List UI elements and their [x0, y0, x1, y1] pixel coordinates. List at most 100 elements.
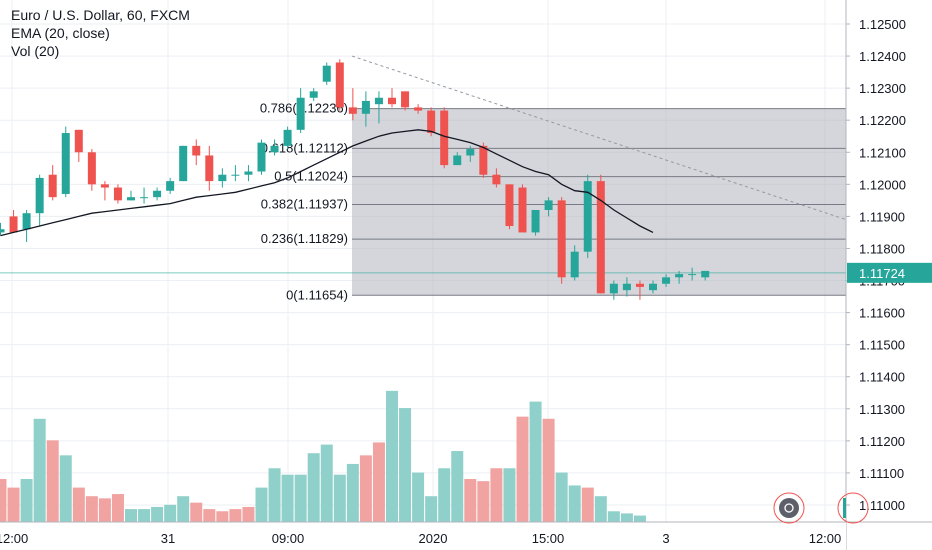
last-price-tag: [847, 262, 932, 283]
price-tick-label: 1.12500: [859, 17, 906, 32]
volume-bar: [72, 487, 85, 522]
volume-bar: [151, 506, 164, 522]
candle-body: [492, 174, 501, 185]
time-tick-label: 09:00: [272, 531, 305, 546]
fib-trend-line: [351, 55, 847, 221]
candle-body: [205, 155, 214, 182]
volume-bar: [294, 474, 307, 522]
volume-bar: [255, 487, 268, 522]
price-tick-label: 1.12000: [859, 177, 906, 192]
price-tick-label: 1.11800: [859, 241, 905, 256]
volume-bar: [372, 442, 385, 522]
volume-bar: [503, 468, 516, 522]
volume-bar: [542, 418, 555, 522]
candle-body: [244, 171, 253, 175]
candle-body: [596, 181, 605, 294]
fibonacci-retracement[interactable]: 0.786(1.12236)0.618(1.12112)0.5(1.12024)…: [260, 55, 847, 302]
volume-bar: [216, 511, 229, 522]
fib-level-label: 0.5(1.12024): [274, 169, 348, 184]
candle-body: [518, 187, 527, 233]
volume-bar: [177, 496, 190, 522]
candle-body: [179, 145, 188, 182]
settings-icon[interactable]: [773, 492, 805, 524]
time-tick-label: 3: [662, 531, 669, 546]
candle-body: [61, 133, 70, 194]
volume-bar: [164, 504, 177, 522]
scroll-to-realtime-icon[interactable]: [837, 492, 869, 524]
volume-bar: [633, 515, 646, 522]
volume-bar: [568, 485, 581, 522]
candle-body: [218, 174, 227, 182]
volume-bar: [386, 390, 398, 522]
time-tick-label: 12:00: [809, 531, 842, 546]
volume-bar: [7, 487, 20, 522]
volume-bar: [125, 509, 137, 522]
candle-body: [662, 277, 671, 284]
candle-body: [257, 142, 266, 172]
price-tick-label: 1.12100: [859, 145, 906, 160]
volume-bar: [620, 513, 633, 522]
symbol-title[interactable]: Euro / U.S. Dollar, 60, FXCM: [11, 7, 190, 23]
candle-body: [153, 190, 162, 198]
candle-body: [283, 129, 292, 146]
candle-body: [270, 145, 279, 153]
volume-bar: [464, 479, 477, 522]
candle-body: [479, 145, 488, 175]
time-tick-label: 31: [161, 531, 175, 546]
candle-body: [166, 181, 175, 191]
candle-body: [609, 283, 618, 294]
candles: [0, 59, 846, 300]
ema-line: [0, 129, 654, 237]
price-axis[interactable]: 1.12500 1.12400 1.12300 1.12200 1.12100 1.120…: [845, 0, 932, 550]
volume-legend[interactable]: Vol (20): [11, 43, 60, 59]
candle-body: [388, 97, 396, 105]
volume-bar: [59, 455, 72, 522]
volume-bar: [555, 472, 568, 522]
volume-bar: [425, 496, 438, 522]
time-axis-bg: [0, 522, 846, 550]
candle-body: [401, 91, 410, 108]
volume-bar: [33, 418, 46, 522]
volume-bar: [451, 451, 464, 522]
volume-bar: [46, 440, 59, 522]
grid: [0, 0, 846, 522]
volume-bars: [0, 390, 646, 522]
time-tick-label: 2020: [419, 531, 448, 546]
fib-level-label: 0(1.11654): [286, 287, 348, 302]
volume-bar: [477, 481, 490, 522]
price-tick-label: 1.11600: [859, 306, 905, 321]
candle-body: [453, 155, 462, 166]
price-tick-label: 1.12300: [859, 81, 906, 96]
time-tick-label: 12:00: [0, 531, 28, 546]
price-tick-label: 1.11300: [859, 402, 905, 417]
time-axis[interactable]: 12:00 31 09:00 2020 15:00 3 12:00: [0, 521, 932, 550]
volume-bar: [529, 401, 542, 522]
volume-bar: [281, 474, 294, 522]
volume-bar: [242, 506, 255, 522]
fib-level-label: 0.236(1.11829): [261, 231, 348, 246]
candle-body: [35, 177, 44, 214]
candle-body: [570, 251, 579, 278]
candle-body: [635, 283, 644, 287]
volume-bar: [85, 496, 98, 522]
price-tick-label: 1.12200: [859, 113, 906, 128]
volume-bar: [229, 509, 242, 522]
volume-bar: [268, 468, 281, 522]
candle-body: [622, 283, 631, 291]
candle-body: [348, 107, 357, 114]
chart-tools[interactable]: [773, 492, 869, 524]
candle-body: [48, 174, 57, 198]
candle-body: [414, 107, 423, 111]
candle-body: [309, 91, 318, 98]
candle-body: [649, 283, 657, 291]
candle-body: [0, 229, 5, 233]
candle-body: [583, 181, 592, 252]
candle-body: [675, 274, 684, 278]
ema-legend[interactable]: EMA (20, close): [11, 25, 110, 41]
chart-legend: Euro / U.S. Dollar, 60, FXCM EMA (20, cl…: [11, 6, 190, 60]
last-price-label: 1.11724: [859, 266, 905, 281]
volume-bar: [399, 408, 412, 522]
candle-body: [100, 184, 109, 188]
volume-bar: [203, 509, 216, 522]
